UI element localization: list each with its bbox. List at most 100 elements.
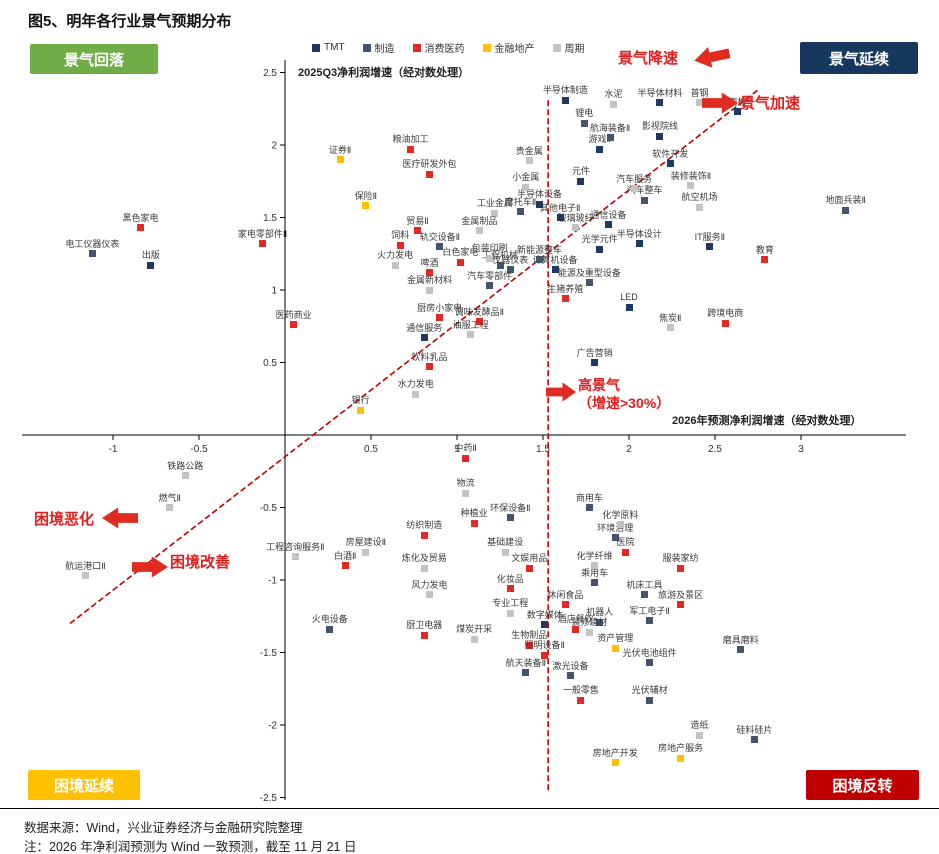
- data-point: [630, 185, 638, 192]
- data-point: [525, 564, 533, 572]
- data-point: [596, 618, 604, 626]
- data-point-label: 仪器仪表: [492, 254, 529, 265]
- data-point-label: 粮油加工: [392, 134, 429, 145]
- legend-swatch: [482, 43, 491, 52]
- data-point-label: 航运港口Ⅱ: [65, 560, 106, 571]
- legend-item: 制造: [362, 40, 395, 55]
- data-point: [640, 591, 648, 598]
- data-point: [696, 203, 704, 211]
- data-point: [326, 625, 334, 633]
- data-point-label: 化学纤维: [576, 550, 613, 561]
- data-point-label: LED: [620, 292, 638, 303]
- data-point: [420, 631, 428, 639]
- data-point: [486, 254, 494, 262]
- svg-text:-0.5: -0.5: [260, 503, 278, 514]
- data-point-label: 饮料乳品: [411, 351, 448, 362]
- data-point: [425, 269, 433, 277]
- data-point-label: 厨卫电器: [406, 620, 443, 631]
- data-point: [517, 208, 525, 216]
- data-point-label: 金属新材料: [406, 275, 452, 285]
- data-point: [81, 572, 89, 580]
- data-point-label: 化学原料: [602, 509, 639, 520]
- data-point-label: 饲料: [391, 230, 410, 241]
- data-point: [696, 731, 704, 739]
- quadrant-label-boom-continues: 景气延续: [800, 42, 918, 74]
- data-point-label: 医院: [616, 537, 635, 548]
- data-point-label: 能源及重型设备: [557, 267, 621, 278]
- data-point: [611, 534, 619, 542]
- data-point-label: 包装印刷: [471, 243, 508, 254]
- data-point-label: 装修装饰Ⅱ: [670, 170, 712, 181]
- data-point: [436, 314, 444, 322]
- data-point: [591, 359, 599, 366]
- data-point-label: 基础建设: [487, 537, 524, 548]
- quadrant-label-distress-continues: 困境延续: [28, 770, 140, 800]
- data-point-label: 航天装备Ⅱ: [505, 657, 547, 668]
- data-point-label: 调味发酵品Ⅱ: [454, 306, 505, 317]
- data-point-label: 酒店餐饮: [557, 614, 594, 625]
- figure-footer: 数据来源：Wind，兴业证券经济与金融研究院整理 注：2026 年净利润预测为 …: [0, 808, 939, 854]
- data-point-label: 房地产开发: [592, 747, 638, 758]
- data-point: [506, 609, 514, 617]
- data-point: [425, 363, 433, 371]
- data-point-label: 航空机场: [681, 192, 718, 203]
- svg-text:-1.5: -1.5: [260, 648, 278, 659]
- data-point-label: 铁路公路: [167, 460, 204, 471]
- data-point: [561, 601, 569, 609]
- data-point-label: 炼化及贸易: [401, 553, 447, 564]
- data-point: [842, 206, 850, 214]
- data-source-note: 数据来源：Wind，兴业证券经济与金融研究院整理: [24, 821, 303, 835]
- data-point-label: 照明设备Ⅱ: [524, 640, 565, 651]
- legend-label: 制造: [374, 44, 395, 55]
- svg-text:2: 2: [271, 141, 277, 152]
- data-point: [677, 601, 685, 609]
- data-point: [656, 99, 664, 107]
- data-point: [506, 585, 514, 593]
- data-point: [506, 266, 514, 274]
- data-point: [525, 641, 533, 649]
- x-axis-title: 2026年预测净利润增速（经对数处理）: [672, 415, 862, 427]
- svg-text:1: 1: [271, 286, 277, 297]
- data-point-label: 汽车零部件: [467, 270, 513, 281]
- quadrant-label-distress-reversal: 困境反转: [806, 770, 919, 800]
- data-point-label: 水泥: [604, 89, 623, 100]
- svg-text:1: 1: [454, 444, 460, 455]
- data-point-label: 休闲食品: [547, 589, 584, 600]
- data-point-label: 中药Ⅱ: [454, 443, 477, 454]
- data-point-label: 资产管理: [597, 633, 634, 644]
- data-point: [486, 282, 494, 290]
- legend-swatch: [362, 43, 371, 52]
- data-point-label: 风力发电: [411, 579, 448, 590]
- figure-title: 图5、明年各行业景气预期分布: [28, 13, 232, 30]
- data-point-label: 新能源整车: [517, 244, 563, 255]
- data-point-label: 游戏Ⅱ: [588, 134, 611, 145]
- data-point-label: 硅料硅片: [736, 724, 773, 735]
- data-point-label: 软件开发: [652, 148, 689, 159]
- annotation-distress-worsening: 困境恶化: [34, 511, 95, 528]
- data-point: [525, 157, 533, 165]
- data-point: [666, 160, 674, 168]
- data-point-label: 半导体制造: [542, 85, 588, 96]
- data-point-label: 种植业: [460, 508, 488, 519]
- data-point-label: 元件: [571, 166, 590, 177]
- annotation-distress-improving: 困境改善: [170, 554, 231, 571]
- data-point-label: 服装家纺: [662, 553, 699, 564]
- data-point-label: 房屋建设Ⅱ: [345, 537, 387, 548]
- data-point: [88, 250, 96, 258]
- data-point: [456, 258, 464, 266]
- data-point-label: 专业工程: [492, 598, 529, 609]
- legend-label: TMT: [324, 42, 345, 53]
- data-point: [541, 651, 549, 659]
- data-point: [137, 224, 145, 232]
- data-point: [596, 145, 604, 153]
- data-point: [751, 736, 759, 743]
- data-point-label: 跨境电商: [707, 308, 744, 319]
- data-point: [522, 183, 530, 191]
- data-point-label: 汽车整车: [626, 185, 663, 196]
- legend-item: 消费医药: [412, 40, 465, 55]
- data-point: [491, 209, 499, 217]
- data-point: [591, 579, 599, 587]
- data-point: [585, 628, 593, 636]
- scatter-chart: -1 -0.5 0.5 1 1.5 2 2.5 3 2.5 2 1.5 1 0.5 -0.5 -1 -1.5 -…: [22, 40, 919, 804]
- data-point-label: 保险Ⅱ: [354, 190, 378, 201]
